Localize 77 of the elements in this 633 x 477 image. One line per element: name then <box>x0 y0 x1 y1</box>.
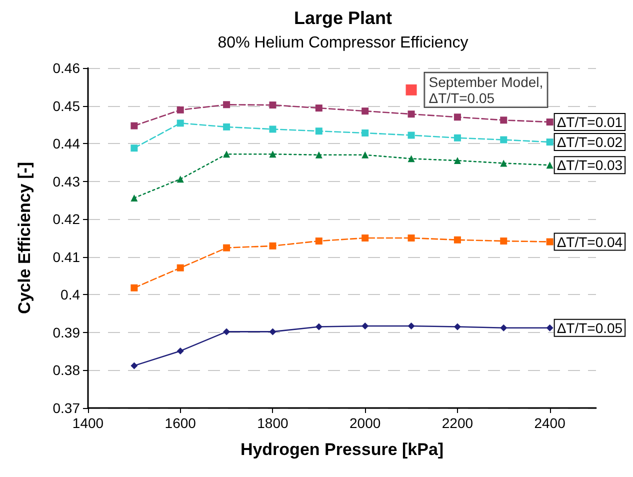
point <box>454 323 461 330</box>
point <box>362 108 369 115</box>
point <box>269 126 276 133</box>
y-tick-label: 0.39 <box>52 324 80 340</box>
point <box>454 114 461 121</box>
point <box>546 238 554 246</box>
series-label: ΔT/T=0.04 <box>556 234 623 250</box>
x-tick-label: 2200 <box>442 415 474 431</box>
point <box>362 151 369 158</box>
x-axis-title: Hydrogen Pressure [kPa] <box>240 440 444 459</box>
series-label: ΔT/T=0.03 <box>556 157 623 174</box>
y-tick-label: 0.45 <box>52 98 80 114</box>
point <box>500 116 508 124</box>
point <box>223 244 230 252</box>
x-tick-label: 1800 <box>257 415 289 431</box>
x-tick-label: 1400 <box>72 415 104 431</box>
point <box>130 144 138 152</box>
point <box>406 84 417 96</box>
point <box>408 110 415 118</box>
point <box>223 101 230 108</box>
point <box>130 194 138 202</box>
point <box>500 238 508 245</box>
point <box>454 157 461 164</box>
point <box>269 102 276 109</box>
point <box>500 324 508 332</box>
point <box>176 264 184 272</box>
y-tick-label: 0.4 <box>60 286 80 303</box>
point <box>362 322 369 330</box>
y-tick-label: 0.44 <box>52 136 80 152</box>
point <box>546 118 554 126</box>
series-label: ΔT/T=0.01 <box>556 114 623 130</box>
point <box>176 106 184 114</box>
point <box>408 234 415 242</box>
point <box>130 362 138 370</box>
y-tick-label: 0.42 <box>52 211 80 228</box>
point <box>315 128 322 135</box>
x-tick-label: 2400 <box>534 415 566 431</box>
y-tick-label: 0.37 <box>52 400 80 416</box>
point <box>362 234 369 242</box>
point <box>362 129 369 136</box>
y-tick-label: 0.46 <box>52 60 80 76</box>
point <box>546 324 554 332</box>
point <box>269 150 276 158</box>
point <box>408 132 415 139</box>
point <box>176 120 184 127</box>
point <box>223 328 230 336</box>
y-tick-label: 0.41 <box>52 248 80 265</box>
point <box>454 134 461 142</box>
y-tick-label: 0.38 <box>52 362 80 378</box>
point <box>315 151 322 158</box>
point <box>315 238 322 245</box>
point <box>500 160 508 167</box>
point <box>223 150 230 158</box>
series-label: ΔT/T=0.02 <box>556 134 623 150</box>
point <box>546 162 554 169</box>
y-tick-label: 0.43 <box>52 173 80 190</box>
point <box>130 284 138 292</box>
point <box>223 123 230 130</box>
point <box>454 236 461 244</box>
point <box>408 155 415 162</box>
point <box>269 328 276 336</box>
point <box>269 242 276 250</box>
series-label: September Model, ΔT/T=0.05 <box>428 74 544 106</box>
point <box>500 136 508 144</box>
point <box>408 322 415 330</box>
point <box>546 138 554 146</box>
point <box>315 323 322 330</box>
y-axis-title: Cycle Efficiency [-] <box>15 162 34 314</box>
x-tick-label: 1600 <box>164 415 196 431</box>
chart-title: Large Plant <box>294 8 392 28</box>
point <box>315 104 322 112</box>
point <box>176 176 184 183</box>
point <box>176 347 184 354</box>
chart-subtitle: 80% Helium Compressor Efficiency <box>218 34 468 52</box>
x-tick-label: 2000 <box>350 415 381 431</box>
point <box>130 122 138 130</box>
series-label: ΔT/T=0.05 <box>556 320 623 336</box>
